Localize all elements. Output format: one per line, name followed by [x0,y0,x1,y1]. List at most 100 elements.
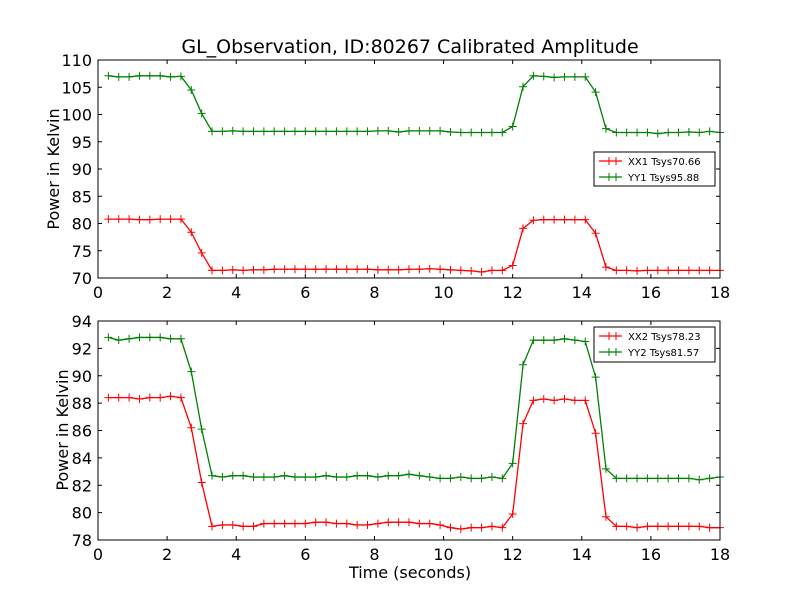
data-point [477,523,486,532]
x-tick-label: 10 [433,283,453,302]
data-point [125,334,134,343]
data-point [570,72,579,81]
data-point [218,127,227,136]
axes-frame [97,59,721,279]
data-point [197,425,206,434]
data-point [664,474,673,483]
data-point [135,333,144,342]
data-point [394,518,403,527]
data-point [114,336,123,345]
data-point [373,265,382,274]
top-axes: 0 2 4 6 8 10 12 14 16 18 70 75 80 85 90 95 100 105 110 XX1 … [61,51,730,302]
data-point [550,396,559,405]
x-tick-label: 0 [93,545,103,564]
data-point [405,518,413,527]
data-point [156,393,165,402]
data-point [384,471,393,480]
y-tick-label: 84 [72,449,92,468]
data-point [705,523,714,532]
data-point [218,520,227,529]
data-point [384,126,393,135]
data-point [145,333,154,342]
data-point [425,264,434,273]
top-y-axis-label: Power in Kelvin [44,108,63,229]
x-tick-label: 16 [641,283,661,302]
data-point [425,126,434,135]
data-point [176,393,185,402]
x-tick-label: 6 [300,545,310,564]
data-point [529,216,538,225]
data-point [550,73,559,82]
data-point [394,471,403,480]
x-tick-label: 16 [641,545,661,564]
data-point [353,127,362,136]
data-point [311,473,320,482]
data-point [633,523,642,532]
data-point [622,522,631,531]
data-point [301,127,310,136]
data-point [197,478,206,487]
data-point [280,265,289,274]
x-tick-label: 14 [572,283,592,302]
data-point [218,266,227,275]
data-point [301,473,310,482]
series-line-yy1 [108,75,721,135]
x-tick-label: 2 [162,545,172,564]
data-point [125,215,134,224]
data-point [591,88,600,97]
data-point [104,71,113,80]
data-point [477,128,486,137]
data-point [487,128,496,137]
data-point [467,474,476,483]
data-point [498,474,507,483]
data-point [415,265,424,274]
legend-label: XX2 Tsys78.23 [628,332,701,343]
data-point [104,333,113,342]
legend-marker [606,332,619,340]
data-point [570,336,579,345]
data-point [591,229,600,238]
data-point [684,127,693,136]
data-point [114,393,123,402]
y-tick-label: 92 [72,339,92,358]
x-axis-label: Time (seconds) [348,563,471,582]
data-point [259,265,268,274]
legend-marker [606,348,619,356]
data-point [570,396,579,405]
data-point [446,265,455,274]
data-point [259,127,268,136]
data-point [280,127,289,136]
data-point [436,265,445,274]
data-point [145,71,154,80]
data-point [529,71,538,80]
data-point [208,127,217,136]
data-point [156,215,165,224]
data-point [695,475,704,484]
data-point [156,71,165,80]
data-point [560,72,569,81]
data-point [643,266,652,275]
data-point [187,367,196,376]
x-tick-label: 18 [710,283,730,302]
data-point [135,71,144,80]
data-point [405,265,413,274]
data-point [581,337,590,346]
data-point [270,127,279,136]
legend: XX2 Tsys78.23 YY2 Tsys81.57 [593,326,716,363]
x-tick-label: 12 [502,283,522,302]
data-point [405,126,413,135]
data-point [612,474,621,483]
data-point [477,268,486,277]
data-point [487,266,496,275]
data-point [539,395,548,404]
data-point [218,473,227,482]
data-point [415,519,424,528]
data-point [239,266,248,275]
data-point [436,520,445,529]
data-point [415,126,424,135]
data-point [270,473,279,482]
x-tick-label: 6 [300,283,310,302]
data-point [508,122,517,131]
data-point [135,395,144,404]
